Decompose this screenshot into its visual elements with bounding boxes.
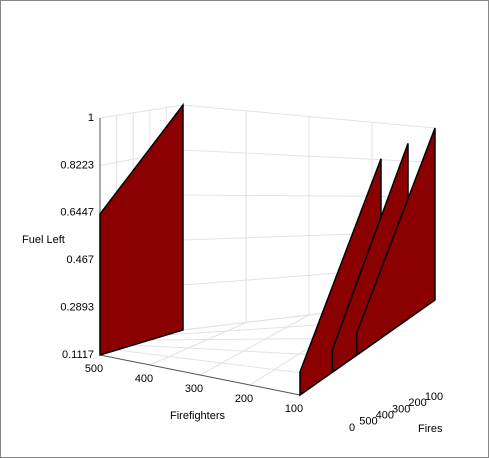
grid-line — [116, 349, 328, 377]
x-tick-label: 400 — [135, 373, 153, 385]
z-tick-label: 1 — [88, 112, 94, 124]
x-tick-label: 300 — [185, 383, 203, 395]
z-axis-title: Fuel Left — [22, 234, 65, 246]
y-tick-label: 200 — [408, 397, 426, 409]
z-tick-label: 0.1117 — [62, 349, 94, 361]
surface — [355, 127, 436, 357]
y-tick-label: 100 — [425, 391, 443, 403]
y-tick-label: 400 — [376, 410, 394, 422]
grid-line — [149, 322, 247, 366]
y-tick-label: 300 — [392, 403, 410, 415]
y-axis-title: Fires — [418, 423, 443, 435]
grid-line — [199, 314, 310, 376]
surface — [99, 102, 184, 357]
z-tick-label: 0.467 — [66, 254, 94, 266]
x-axis-title: Firefighters — [170, 410, 226, 422]
x-tick-label: 100 — [285, 403, 303, 415]
y-tick-label: 500 — [359, 416, 377, 428]
z-tick-label: 0.2893 — [60, 302, 94, 314]
x-tick-label: 200 — [235, 393, 253, 405]
x-tick-label: 500 — [85, 363, 103, 375]
x-axis — [99, 354, 301, 396]
z-tick-label: 0.6447 — [60, 207, 94, 219]
z-tick-label: 0.8223 — [60, 159, 94, 171]
grid-line — [99, 104, 184, 119]
y-tick-label: 0 — [349, 422, 355, 434]
